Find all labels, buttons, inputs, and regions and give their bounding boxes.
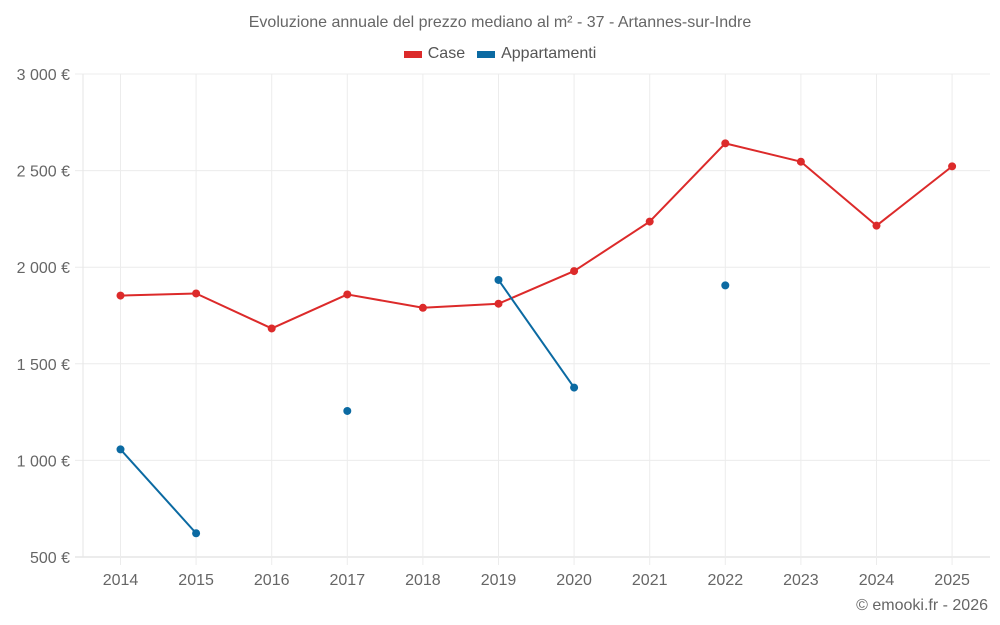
series-line-segment [724,142,802,163]
x-tick-label: 2021 [632,572,668,589]
x-tick-label: 2025 [934,572,970,589]
y-tick-label: 1 500 € [17,357,70,374]
series-line-segment [270,293,349,330]
series-line-segment [119,448,198,535]
y-tick-label: 500 € [30,550,70,567]
data-point [721,281,730,290]
series-line-segment [346,293,424,309]
data-point [192,289,201,298]
series-line-segment [497,270,576,305]
copyright-text: © emooki.fr - 2026 [856,597,988,614]
y-tick-label: 1 000 € [17,453,70,470]
x-tick-label: 2023 [783,572,819,589]
legend-label-appartamenti: Appartamenti [501,45,597,62]
data-point [872,221,881,230]
x-tick-label: 2018 [405,572,441,589]
x-tick-label: 2020 [556,572,592,589]
legend-item-appartamenti[interactable]: Appartamenti [477,45,596,63]
data-point [645,217,654,226]
series-group [116,139,957,538]
data-point [796,157,805,166]
y-tick-label: 2 500 € [17,164,70,181]
legend-swatch-case [403,50,422,58]
x-tick-label: 2022 [708,572,744,589]
axes: 500 € 1 000 € 1 500 € 2 000 € 2 500 € 3 000 €… [17,67,970,589]
series-line-segment [573,220,651,273]
data-point [418,303,427,312]
data-point [570,383,579,392]
data-point [192,529,201,538]
series-line-segment [119,292,198,297]
series-appartamenti [116,275,730,538]
data-point [116,291,125,300]
series-line-segment [497,278,576,389]
data-point [948,162,957,171]
series-case [116,139,957,333]
data-point [343,406,352,415]
x-tick-label: 2024 [859,572,895,589]
series-line-segment [195,292,273,330]
data-point [570,267,579,276]
grid-lines [75,73,990,565]
series-line-segment [875,165,954,227]
data-point [494,299,503,308]
chart-title: Evoluzione annuale del prezzo mediano al… [248,14,752,31]
data-point [721,139,730,148]
legend-item-case[interactable]: Case [403,45,466,63]
series-line-segment [421,302,500,309]
x-tick-label: 2016 [254,572,290,589]
x-tick-label: 2015 [178,572,214,589]
x-tick-label: 2019 [481,572,517,589]
chart-legend: Case Appartamenti [0,45,1000,63]
legend-swatch-appartamenti [477,50,496,58]
series-line-segment [799,160,878,227]
y-tick-label: 2 000 € [17,260,70,277]
legend-label-case: Case [427,45,466,62]
y-tick-label: 3 000 € [17,67,70,84]
data-point [116,445,125,454]
data-point [343,290,352,299]
series-line-segment [648,142,727,223]
data-point [267,324,276,333]
data-point [494,275,503,284]
x-tick-label: 2014 [103,572,139,589]
x-tick-label: 2017 [330,572,366,589]
